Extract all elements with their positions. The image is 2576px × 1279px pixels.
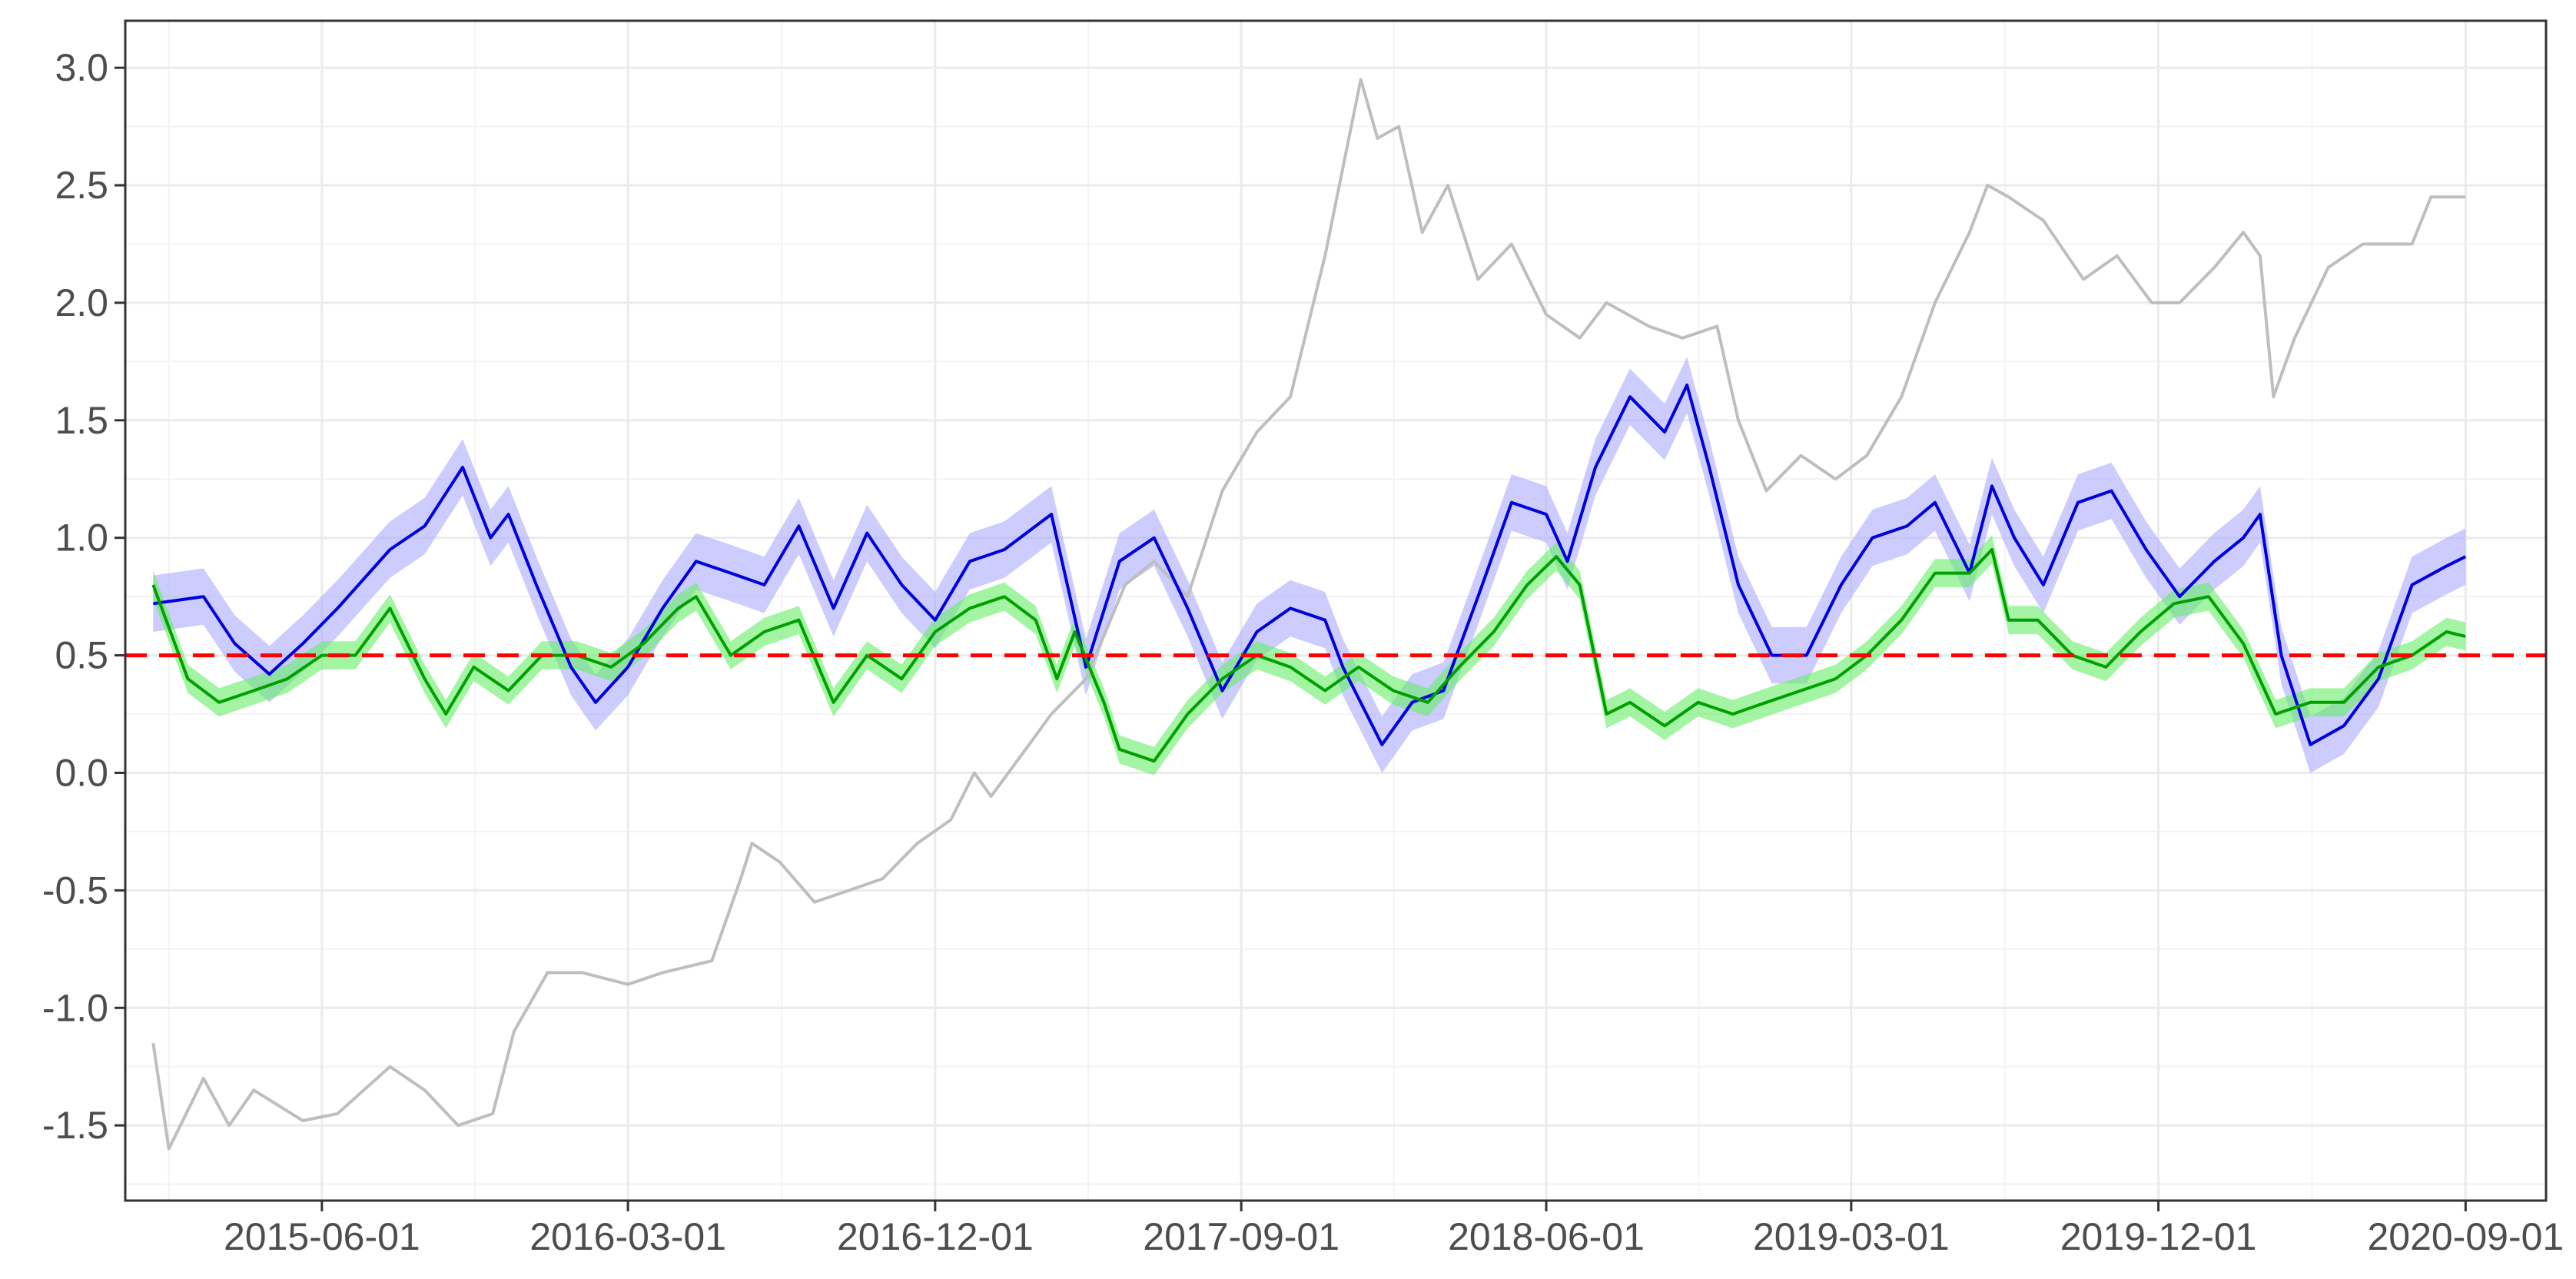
series-0-line xyxy=(151,78,2466,1151)
panel-border xyxy=(124,19,2548,1202)
y-tick-label: -0.5 xyxy=(42,869,108,912)
series-1-line xyxy=(153,384,2467,746)
x-tick-label: 2020-09-01 xyxy=(2367,1215,2564,1258)
y-tick-label: 1.0 xyxy=(55,517,108,560)
x-tick-label: 2016-12-01 xyxy=(837,1215,1034,1258)
y-tick-label: -1.0 xyxy=(42,986,108,1029)
y-tick-label: 1.5 xyxy=(55,399,108,442)
x-tick-label: 2016-03-01 xyxy=(529,1215,726,1258)
y-tick-label: 0.5 xyxy=(55,634,108,677)
y-tick-label: 3.0 xyxy=(55,46,108,89)
y-tick-label: -1.5 xyxy=(42,1104,108,1147)
x-tick-label: 2019-03-01 xyxy=(1753,1215,1950,1258)
x-axis: 2015-06-01 2016-03-01 2016-12-01 2017-09-01… xyxy=(224,1201,2564,1258)
x-tick-label: 2019-12-01 xyxy=(2060,1215,2257,1258)
x-tick-label: 2017-09-01 xyxy=(1143,1215,1339,1258)
y-tick-label: 0.0 xyxy=(55,751,108,794)
x-tick-label: 2015-06-01 xyxy=(224,1215,420,1258)
y-axis: 3.0 2.5 2.0 1.5 1.0 0.5 0.0 -0.5 -1.0 -1.5 xyxy=(42,46,125,1147)
x-tick-label: 2018-06-01 xyxy=(1448,1215,1645,1258)
y-tick-label: 2.5 xyxy=(55,164,108,207)
y-tick-label: 2.0 xyxy=(55,281,108,324)
